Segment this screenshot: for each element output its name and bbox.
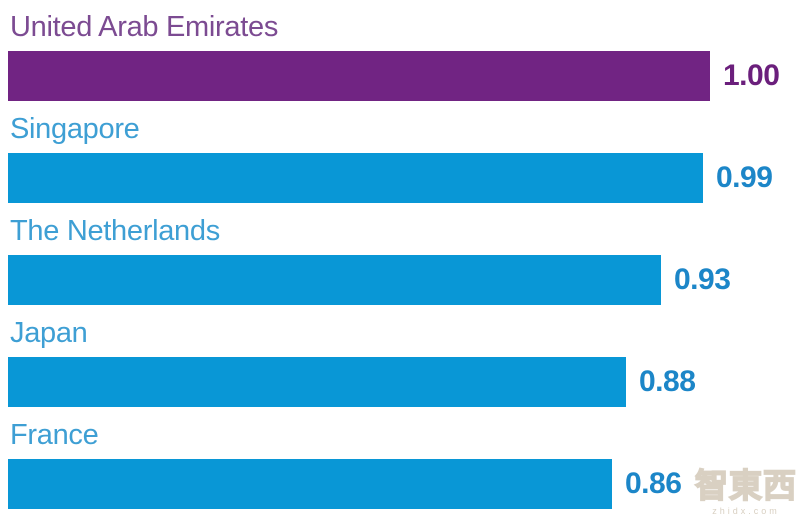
value-label: 0.88 [639, 365, 696, 398]
bar-row: France 0.86 [8, 418, 800, 509]
bar-line: 1.00 [8, 51, 800, 101]
category-label: France [10, 419, 99, 451]
bar-row: The Netherlands 0.93 [8, 214, 800, 305]
value-label: 0.86 [625, 467, 682, 500]
bar-row: United Arab Emirates 1.00 [8, 10, 800, 101]
bar-rows: United Arab Emirates 1.00 Singapore 0.99… [8, 10, 800, 509]
value-label: 1.00 [723, 59, 780, 92]
bar-line: 0.86 [8, 459, 800, 509]
bar-line: 0.93 [8, 255, 800, 305]
value-label: 0.93 [674, 263, 731, 296]
bar-line: 0.99 [8, 153, 800, 203]
category-label: Japan [10, 317, 88, 349]
category-label: Singapore [10, 113, 140, 145]
bar [8, 357, 626, 407]
category-label: United Arab Emirates [10, 11, 279, 43]
bar-line: 0.88 [8, 357, 800, 407]
bar [8, 255, 661, 305]
category-label: The Netherlands [10, 215, 220, 247]
bar [8, 153, 703, 203]
bar [8, 51, 710, 101]
value-label: 0.99 [716, 161, 773, 194]
bar-row: Singapore 0.99 [8, 112, 800, 203]
bar [8, 459, 612, 509]
bar-row: Japan 0.88 [8, 316, 800, 407]
